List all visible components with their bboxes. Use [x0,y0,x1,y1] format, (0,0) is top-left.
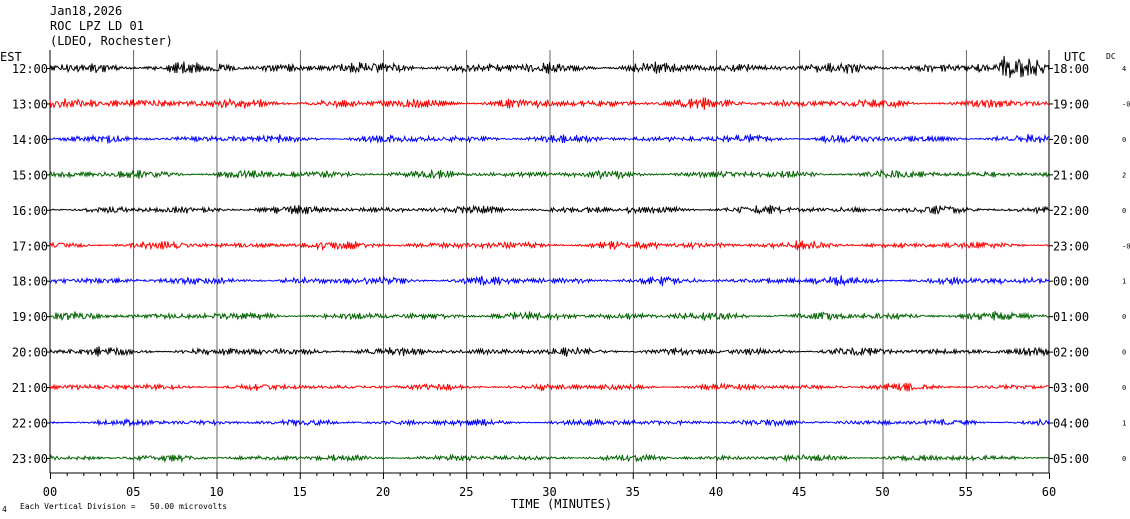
est-label: 12:00 [12,62,48,76]
dc-value: 1 [1122,420,1126,428]
utc-label: 22:00 [1053,204,1089,218]
est-label: 16:00 [12,204,48,218]
x-tick-label-20: 20 [376,485,390,499]
trace-2300 [49,453,1050,464]
x-axis-title: TIME (MINUTES) [511,497,612,511]
utc-label: 21:00 [1053,168,1089,182]
trace-2200 [49,417,1050,428]
scale-note: Each Vertical Division = 50.00 microvolt… [20,502,228,511]
est-label: 13:00 [12,97,48,111]
x-tick-label-30: 30 [542,485,556,499]
est-label: 15:00 [12,168,48,182]
x-tick-label-35: 35 [626,485,640,499]
x-tick-label-55: 55 [959,485,973,499]
dc-header-label: DC [1106,52,1116,61]
x-tick-label-05: 05 [126,485,140,499]
utc-label: 00:00 [1053,275,1089,289]
utc-label: 18:00 [1053,62,1089,76]
date-label: Jan18,2026 [50,4,123,18]
trace-1500 [49,168,1050,181]
dc-value: 0 [1122,349,1126,357]
x-tick-label-25: 25 [459,485,473,499]
trace-1400 [50,133,1050,145]
dc-value: -0 [1122,242,1130,250]
x-tick-label-15: 15 [293,485,307,499]
trace-1200 [49,55,1050,79]
dc-value: 0 [1122,136,1126,144]
x-tick-label-40: 40 [709,485,723,499]
trace-1300 [49,97,1050,110]
trace-2100 [49,382,1050,392]
dc-value: -0 [1122,100,1130,108]
utc-label: 03:00 [1053,381,1089,395]
dc-value: 2 [1122,171,1126,179]
est-label: 21:00 [12,381,48,395]
est-label: 23:00 [12,452,48,466]
utc-label: 20:00 [1053,133,1089,147]
x-tick-label-60: 60 [1042,485,1056,499]
x-tick-label-10: 10 [209,485,223,499]
utc-label: 04:00 [1053,417,1089,431]
utc-label: 23:00 [1053,239,1089,253]
x-tick-label-45: 45 [792,485,806,499]
dc-value: 0 [1122,207,1126,215]
est-label: 22:00 [12,417,48,431]
utc-zone-label: UTC [1064,50,1086,64]
utc-label: 05:00 [1053,452,1089,466]
est-label: 14:00 [12,133,48,147]
x-tick-label-50: 50 [875,485,889,499]
est-label: 18:00 [12,275,48,289]
est-label: 19:00 [12,310,48,324]
dc-value: 0 [1122,384,1126,392]
dc-value: 4 [1122,65,1126,73]
trace-1600 [49,204,1050,215]
trace-2000 [49,346,1050,358]
trace-1900 [49,310,1050,322]
trace-1700 [49,240,1050,252]
utc-label: 01:00 [1053,310,1089,324]
network-label: (LDEO, Rochester) [50,34,173,48]
dc-value: 0 [1122,455,1126,463]
station-label: ROC LPZ LD 01 [50,19,144,33]
x-tick-label-00: 00 [43,485,57,499]
trace-1800 [49,274,1050,287]
est-zone-label: EST [0,50,22,64]
corner-mark: 4 [2,505,7,514]
dc-value: 1 [1122,278,1126,286]
utc-label: 02:00 [1053,346,1089,360]
dc-value: 0 [1122,313,1126,321]
est-label: 20:00 [12,346,48,360]
utc-label: 19:00 [1053,97,1089,111]
est-label: 17:00 [12,239,48,253]
